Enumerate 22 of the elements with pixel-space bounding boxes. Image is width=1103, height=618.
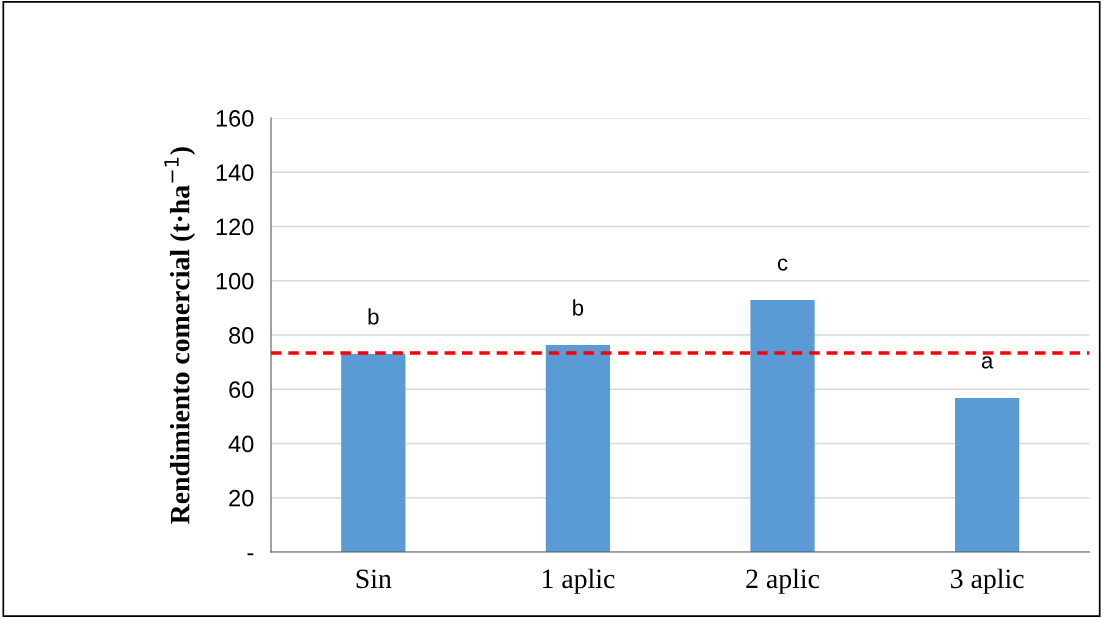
y-axis-title: Rendimiento comercial (t·ha$^{−1}$) xyxy=(164,147,196,524)
annotation: b xyxy=(368,308,379,325)
y-tick-label: - xyxy=(247,553,254,556)
y-tick-label: 60 xyxy=(229,381,254,399)
y-tick-label: 120 xyxy=(216,218,254,236)
annotation: c xyxy=(777,258,788,271)
y-tick-label: 100 xyxy=(216,272,254,290)
y-tick-label: 140 xyxy=(216,164,254,182)
y-tick-label: 160 xyxy=(216,110,254,127)
bar xyxy=(341,354,406,552)
annotation: b xyxy=(573,299,584,316)
x-tick-label: 1 aplic xyxy=(542,568,615,594)
bar xyxy=(955,397,1020,552)
annotation: a xyxy=(981,356,994,369)
x-tick-label: Sin xyxy=(356,569,392,589)
y-tick-label: 80 xyxy=(229,327,254,344)
y-tick-label: 20 xyxy=(229,489,254,507)
bar xyxy=(545,345,611,552)
bar xyxy=(750,300,815,552)
x-tick-label: 3 aplic xyxy=(951,568,1024,594)
y-tick-label: 40 xyxy=(228,435,254,453)
x-tick-label: 2 aplic xyxy=(746,568,820,594)
